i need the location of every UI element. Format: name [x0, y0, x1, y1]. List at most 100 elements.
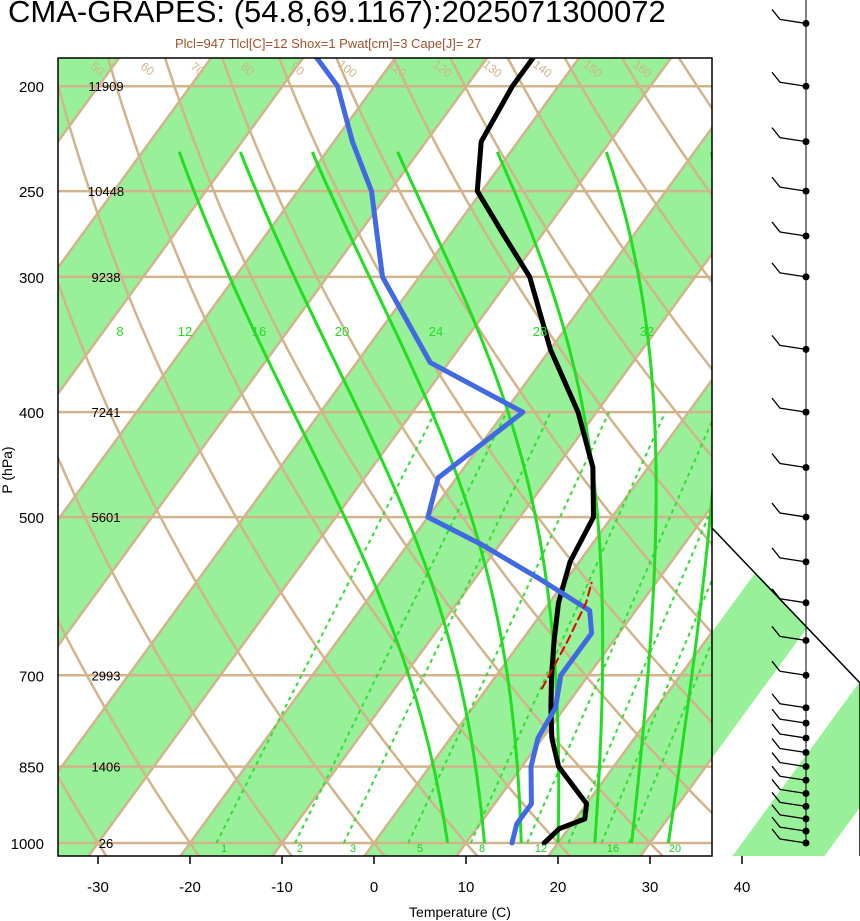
- mixing-ratio-line: [526, 418, 712, 844]
- mixing-ratio-line: [600, 577, 712, 844]
- isotherm-line: [362, 377, 712, 856]
- plot-border: [57, 57, 713, 857]
- mixing-ratio-label: 3: [350, 843, 356, 855]
- x-tick-label: -10: [271, 879, 293, 896]
- wind-barb: [771, 738, 807, 754]
- isotherm-line: [58, 58, 305, 396]
- wind-barb: [771, 791, 807, 807]
- wind-barb: [771, 71, 807, 87]
- mixing-ratio-label: 8: [479, 843, 485, 855]
- wind-barbs: [771, 0, 810, 847]
- dry-adiabat-line: [58, 617, 201, 856]
- wind-barb: [771, 723, 807, 739]
- x-tick-label: -30: [87, 879, 109, 896]
- moist-adiabat-label: 12: [178, 324, 192, 339]
- wind-barb: [771, 502, 807, 518]
- x-tick-label: 20: [550, 879, 567, 896]
- wind-barb: [771, 547, 807, 563]
- height-label: 1406: [92, 760, 121, 775]
- y-tick-label: 200: [19, 79, 44, 96]
- wind-barb: [771, 779, 807, 795]
- mixing-ratio-label: 20: [669, 843, 681, 855]
- mixing-ratio-label: 12: [535, 843, 547, 855]
- chart-title: CMA-GRAPES: (54.8,69.1167):2025071300072: [8, 0, 666, 29]
- isotherm-line: [270, 251, 712, 856]
- mixing-ratio-lines: [215, 411, 712, 844]
- wind-barb: [771, 9, 807, 25]
- wind-barb: [771, 660, 807, 676]
- isotherm-line: [546, 629, 712, 856]
- height-label: 2993: [92, 668, 121, 683]
- mixing-ratio-label: 2: [297, 843, 303, 855]
- wind-barb: [771, 828, 807, 844]
- y-tick-label: 1000: [11, 836, 44, 853]
- x-tick-label: -20: [179, 879, 201, 896]
- moist-adiabat-label: 24: [429, 324, 443, 339]
- y-tick-label: 400: [19, 405, 44, 422]
- wind-barb: [771, 752, 807, 768]
- y-axis-label: P (hPa): [0, 446, 15, 493]
- y-tick-label: 250: [19, 184, 44, 201]
- moist-adiabat-line: [495, 151, 605, 844]
- isotherm-line: [454, 503, 712, 856]
- y-tick-label: 500: [19, 510, 44, 527]
- mixing-ratio-line: [469, 411, 667, 844]
- wind-barb: [771, 176, 807, 192]
- y-tick-label: 700: [19, 668, 44, 685]
- dry-adiabat-line: [58, 774, 108, 856]
- moist-adiabat-line: [177, 151, 450, 844]
- isotherm-line: [0, 0, 5, 866]
- x-tick-label: 30: [642, 879, 659, 896]
- y-tick-label: 300: [19, 270, 44, 287]
- isotherm-lines: [0, 0, 712, 866]
- mixing-ratio-label: 5: [417, 843, 423, 855]
- height-label: 26: [99, 836, 113, 851]
- height-label: 9238: [92, 270, 121, 285]
- wind-barb: [771, 765, 807, 781]
- sounding-profiles: [313, 58, 596, 846]
- moist-adiabat-label: 20: [335, 324, 349, 339]
- wind-barb: [771, 804, 807, 820]
- wind-barb: [771, 693, 807, 709]
- moist-adiabat-label: 32: [640, 324, 654, 339]
- isotherm-line: [0, 0, 97, 866]
- isotherm-line: [58, 58, 581, 774]
- isotherm-line: [86, 58, 673, 856]
- wind-barb: [771, 127, 807, 143]
- parcel-profile-line: [541, 581, 593, 690]
- moist-adiabat-label: 16: [252, 324, 266, 339]
- chart-subtitle: Plcl=947 Tlcl[C]=12 Shox=1 Pwat[cm]=3 Ca…: [175, 36, 482, 51]
- moist-adiabat-line: [604, 151, 658, 844]
- wind-barb: [771, 397, 807, 413]
- wind-barb: [771, 816, 807, 832]
- dry-adiabat-line: [58, 454, 294, 856]
- height-label: 11909: [88, 79, 123, 94]
- x-tick-label: 40: [734, 879, 751, 896]
- isotherm-label: 60: [138, 59, 157, 78]
- x-tick-label: 0: [370, 879, 378, 896]
- height-label: 5601: [92, 510, 121, 525]
- mixing-ratio-line: [567, 505, 712, 844]
- plot-frame: [57, 57, 860, 857]
- isotherm-line: [58, 58, 397, 522]
- wind-barb: [771, 453, 807, 469]
- moist-adiabat-line: [239, 151, 486, 844]
- isotherm-line: [58, 58, 489, 648]
- wind-barb: [771, 262, 807, 278]
- dry-adiabat-line: [58, 279, 387, 856]
- dewpoint-profile-line: [313, 58, 595, 846]
- wind-barb: [771, 626, 807, 642]
- wind-barb: [771, 221, 807, 237]
- isobar-lines: [58, 84, 712, 845]
- moist-adiabat-line: [396, 151, 561, 844]
- isotherm-line: [178, 125, 712, 856]
- moist-adiabat-line: [666, 151, 712, 844]
- moist-adiabat-label: 8: [116, 324, 123, 339]
- y-tick-label: 850: [19, 760, 44, 777]
- wind-barb: [771, 334, 807, 351]
- height-label: 10448: [88, 184, 124, 199]
- x-tick-label: 10: [458, 879, 475, 896]
- height-label: 7241: [92, 405, 121, 420]
- mixing-ratio-label: 16: [607, 843, 619, 855]
